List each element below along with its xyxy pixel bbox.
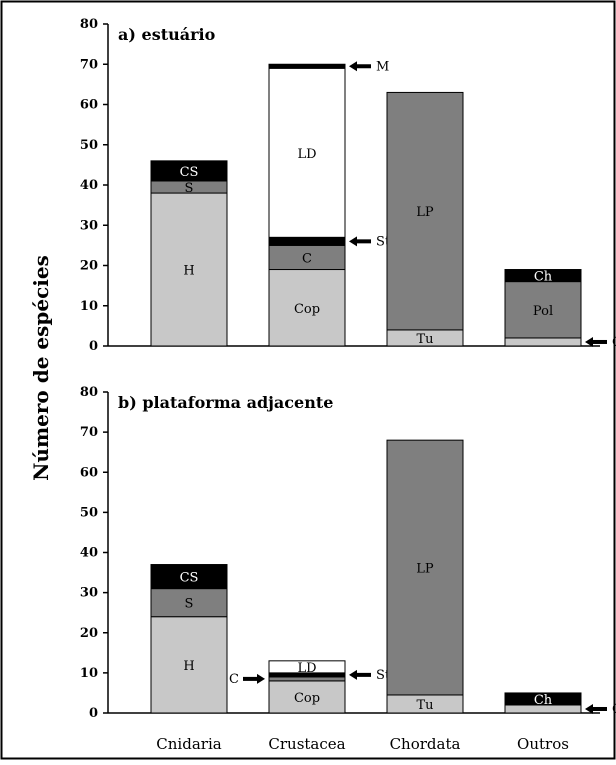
y-tick-label: 40 bbox=[80, 546, 98, 561]
arrow-icon bbox=[585, 703, 593, 714]
bar-segment-c bbox=[268, 244, 346, 271]
bar-segment-cop bbox=[268, 269, 346, 347]
segment-label: Tu bbox=[416, 698, 433, 713]
arrow-shaft bbox=[243, 676, 257, 681]
y-tick-label: 40 bbox=[80, 178, 98, 193]
arrow-icon bbox=[585, 336, 593, 347]
bar-segment-ch bbox=[504, 692, 582, 706]
category-label: Crustacea bbox=[268, 735, 345, 753]
category-label: Cnidaria bbox=[156, 735, 221, 753]
segment-label: LP bbox=[416, 562, 434, 577]
bar-segment-lp bbox=[386, 439, 464, 696]
arrow-shaft bbox=[357, 672, 371, 677]
y-tick-label: 10 bbox=[80, 299, 98, 314]
bar-segment-lp bbox=[386, 91, 464, 331]
bar-segment-ch bbox=[504, 269, 582, 283]
segment-annotation: Ct bbox=[612, 702, 616, 717]
segment-label: LD bbox=[297, 661, 316, 676]
panel-title: a) estuário bbox=[118, 25, 216, 44]
category-label: Chordata bbox=[390, 735, 461, 753]
arrow-icon bbox=[349, 669, 357, 680]
bar-segment-cs bbox=[150, 160, 228, 182]
segment-label: Cop bbox=[294, 691, 320, 706]
segment-label: Pol bbox=[533, 304, 553, 319]
segment-label: S bbox=[185, 181, 194, 196]
y-tick-label: 50 bbox=[80, 138, 98, 153]
bar-segment-cop bbox=[268, 680, 346, 714]
y-tick-label: 60 bbox=[80, 98, 98, 113]
category-label: Outros bbox=[517, 735, 569, 753]
segment-label: LD bbox=[297, 147, 316, 162]
panel-title: b) plataforma adjacente bbox=[118, 393, 333, 412]
y-tick-label: 80 bbox=[80, 385, 98, 400]
bar-segment-c bbox=[268, 676, 346, 682]
segment-label: Tu bbox=[416, 332, 433, 347]
y-tick-label: 80 bbox=[80, 17, 98, 32]
y-tick-label: 50 bbox=[80, 505, 98, 520]
arrow-shaft bbox=[357, 64, 371, 69]
y-tick-label: 70 bbox=[80, 57, 98, 72]
y-tick-label: 0 bbox=[89, 339, 98, 354]
y-tick-label: 30 bbox=[80, 586, 98, 601]
bar-segment-ct bbox=[504, 337, 582, 347]
y-tick-label: 70 bbox=[80, 425, 98, 440]
bar-segment-ld bbox=[268, 660, 346, 674]
bar-segment-h bbox=[150, 616, 228, 714]
arrow-icon bbox=[349, 236, 357, 247]
segment-label: H bbox=[183, 264, 194, 279]
segment-annotation: C bbox=[229, 672, 239, 687]
bar-segment-ld bbox=[268, 67, 346, 238]
bar-segment-s bbox=[150, 588, 228, 618]
y-tick-label: 20 bbox=[80, 626, 98, 641]
arrow-icon bbox=[349, 61, 357, 72]
arrow-shaft bbox=[357, 239, 371, 244]
arrow-icon bbox=[257, 673, 265, 684]
segment-label: S bbox=[185, 597, 194, 612]
y-tick-label: 10 bbox=[80, 666, 98, 681]
segment-label: LP bbox=[416, 205, 434, 220]
bar-segment-cs bbox=[150, 564, 228, 590]
y-tick-label: 0 bbox=[89, 706, 98, 721]
segment-annotation: Ct bbox=[612, 335, 616, 350]
bar-segment-pol bbox=[504, 281, 582, 339]
segment-label: CS bbox=[180, 165, 199, 180]
segment-annotation: M bbox=[376, 59, 389, 74]
arrow-shaft bbox=[593, 706, 607, 711]
bar-segment-m bbox=[268, 63, 346, 69]
segment-label: H bbox=[183, 659, 194, 674]
segment-label: Cop bbox=[294, 302, 320, 317]
y-tick-label: 30 bbox=[80, 218, 98, 233]
y-tick-label: 60 bbox=[80, 465, 98, 480]
y-tick-label: 20 bbox=[80, 259, 98, 274]
segment-label: Ch bbox=[534, 693, 553, 708]
y-axis-label: Número de espécies bbox=[29, 255, 53, 481]
bar-segment-st bbox=[268, 236, 346, 246]
segment-label: CS bbox=[180, 571, 199, 586]
bar-segment-h bbox=[150, 192, 228, 347]
segment-label: Ch bbox=[534, 270, 553, 285]
arrow-shaft bbox=[593, 339, 607, 344]
segment-label: C bbox=[302, 251, 312, 266]
